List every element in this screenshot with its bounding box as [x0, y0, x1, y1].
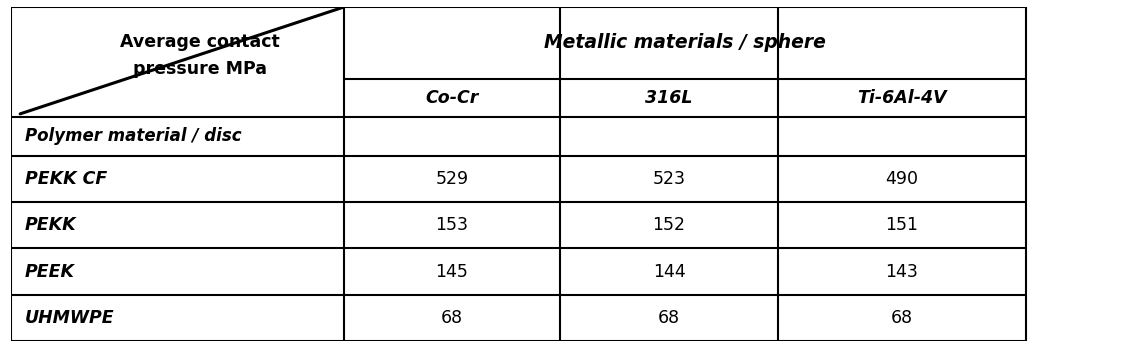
Text: Co-Cr: Co-Cr	[425, 89, 478, 107]
Text: 68: 68	[891, 309, 912, 327]
Text: Ti-6Al-4V: Ti-6Al-4V	[858, 89, 947, 107]
Text: UHMWPE: UHMWPE	[24, 309, 114, 327]
Text: 316L: 316L	[645, 89, 693, 107]
Text: Average contact: Average contact	[120, 33, 280, 51]
Text: PEKK CF: PEKK CF	[24, 170, 106, 188]
Text: 145: 145	[435, 263, 468, 281]
Text: 153: 153	[435, 216, 468, 234]
Text: pressure MPa: pressure MPa	[132, 60, 266, 78]
Text: 490: 490	[885, 170, 918, 188]
Text: Metallic materials / sphere: Metallic materials / sphere	[544, 33, 826, 52]
Text: 68: 68	[658, 309, 681, 327]
Text: PEKK: PEKK	[24, 216, 77, 234]
Text: 144: 144	[653, 263, 685, 281]
Text: Polymer material / disc: Polymer material / disc	[24, 127, 241, 145]
Text: PEEK: PEEK	[24, 263, 74, 281]
Text: 152: 152	[652, 216, 685, 234]
Text: 143: 143	[885, 263, 918, 281]
Text: 151: 151	[885, 216, 918, 234]
Text: 68: 68	[441, 309, 464, 327]
Text: 523: 523	[652, 170, 685, 188]
Text: 529: 529	[435, 170, 468, 188]
